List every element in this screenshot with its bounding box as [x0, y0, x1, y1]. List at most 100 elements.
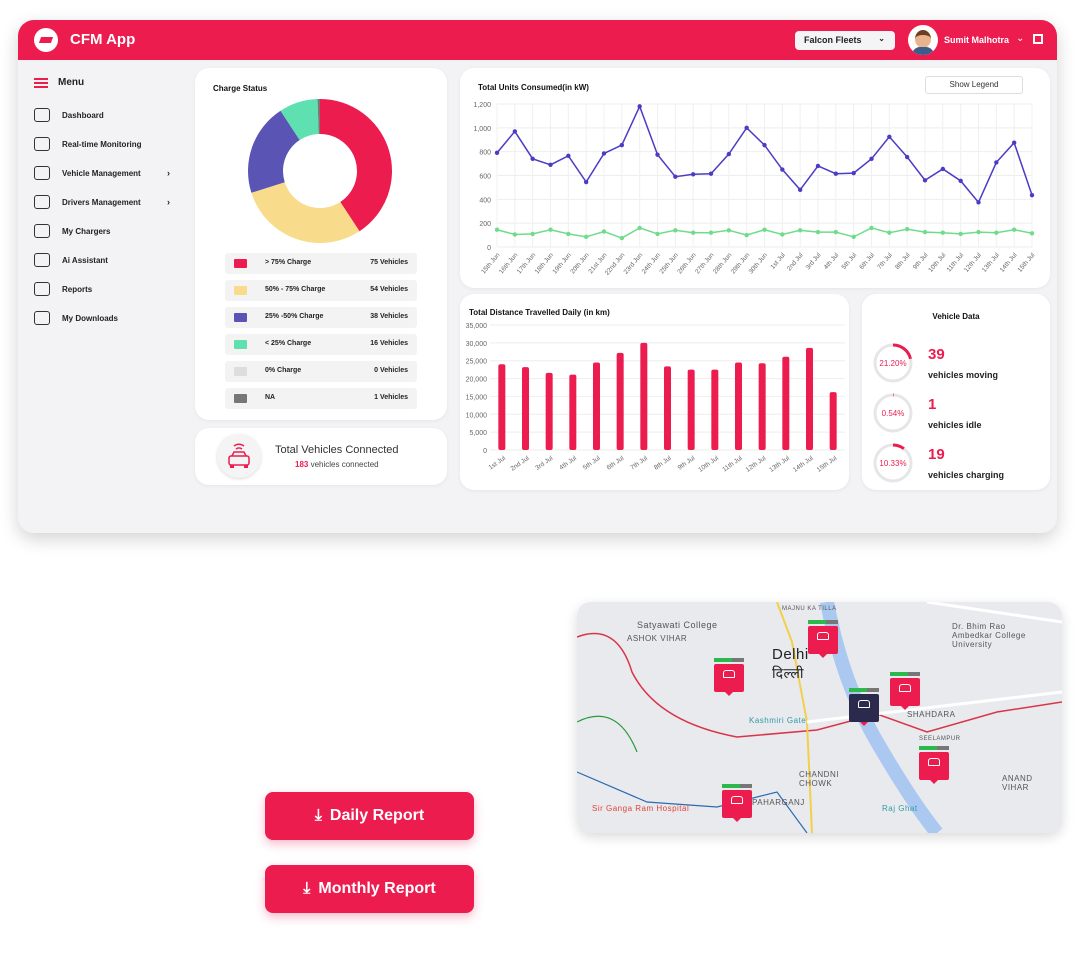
data-point[interactable] [869, 156, 874, 162]
sidebar-item[interactable]: Dashboard [34, 108, 170, 122]
data-point[interactable] [601, 151, 607, 156]
bar[interactable] [806, 347, 813, 450]
data-point[interactable] [637, 225, 642, 231]
data-point[interactable] [494, 150, 500, 156]
fullscreen-icon[interactable] [1033, 34, 1043, 44]
vehicle-marker[interactable] [808, 620, 838, 658]
bar[interactable] [545, 372, 553, 450]
vehicle-marker[interactable] [714, 658, 744, 696]
menu-toggle[interactable]: Menu [34, 77, 84, 88]
daily-report-button[interactable]: ⤓ Daily Report [265, 792, 474, 840]
data-point[interactable] [690, 172, 696, 177]
data-point[interactable] [744, 125, 749, 131]
data-point[interactable] [762, 142, 767, 148]
data-point[interactable] [958, 231, 963, 237]
data-point[interactable] [566, 153, 571, 159]
vehicle-marker[interactable] [919, 746, 949, 784]
data-point[interactable] [655, 152, 660, 157]
user-menu-chevron-icon[interactable]: ⌄ [1016, 33, 1025, 44]
data-point[interactable] [815, 163, 821, 169]
data-point[interactable] [673, 228, 678, 233]
data-point[interactable] [726, 228, 732, 233]
donut-slice[interactable] [320, 99, 392, 232]
data-point[interactable] [548, 162, 553, 167]
bar[interactable] [593, 362, 600, 451]
user-avatar[interactable] [908, 25, 938, 55]
donut-slice[interactable] [280, 99, 319, 141]
bar[interactable] [640, 342, 648, 450]
data-point[interactable] [851, 170, 856, 176]
sidebar-item[interactable]: Reports [34, 282, 170, 296]
data-point[interactable] [1029, 231, 1035, 236]
data-point[interactable] [744, 232, 749, 238]
bar[interactable] [711, 369, 719, 450]
data-point[interactable] [512, 232, 518, 237]
sidebar-item[interactable]: My Chargers [34, 224, 170, 238]
user-name[interactable]: Sumit Malhotra [944, 35, 1010, 45]
vehicle-marker[interactable] [849, 688, 879, 726]
data-point[interactable] [655, 231, 660, 237]
data-point[interactable] [601, 229, 607, 234]
show-legend-button[interactable]: Show Legend [925, 76, 1023, 94]
donut-slice[interactable] [248, 110, 300, 193]
data-point[interactable] [566, 231, 571, 237]
data-point[interactable] [851, 234, 856, 240]
data-point[interactable] [494, 227, 500, 232]
data-point[interactable] [530, 231, 535, 237]
bar[interactable] [664, 366, 671, 450]
data-point[interactable] [976, 229, 981, 235]
data-point[interactable] [762, 227, 767, 232]
vehicle-marker[interactable] [890, 672, 920, 710]
donut-slice[interactable] [251, 182, 360, 243]
sidebar-item[interactable]: Vehicle Management › [34, 166, 170, 180]
bar[interactable] [758, 363, 766, 450]
data-point[interactable] [548, 227, 553, 232]
data-point[interactable] [940, 230, 946, 235]
sidebar-item[interactable]: Drivers Management › [34, 195, 170, 209]
data-point[interactable] [833, 229, 839, 235]
data-point[interactable] [940, 166, 946, 172]
data-point[interactable] [708, 230, 714, 235]
data-point[interactable] [1029, 192, 1035, 198]
monthly-report-button[interactable]: ⤓ Monthly Report [265, 865, 474, 913]
data-point[interactable] [1011, 140, 1017, 145]
data-point[interactable] [994, 160, 999, 165]
data-point[interactable] [904, 154, 910, 160]
vehicle-marker[interactable] [722, 784, 752, 822]
data-point[interactable] [619, 235, 625, 241]
bar[interactable] [616, 352, 624, 450]
bar[interactable] [829, 392, 837, 450]
sidebar-item[interactable]: Real-time Monitoring [34, 137, 170, 151]
data-point[interactable] [619, 142, 625, 148]
data-point[interactable] [797, 228, 803, 233]
data-point[interactable] [1011, 227, 1017, 232]
donut-slice[interactable] [317, 99, 320, 135]
bar[interactable] [569, 374, 577, 450]
data-point[interactable] [726, 151, 732, 157]
data-point[interactable] [958, 178, 963, 184]
bar[interactable] [735, 362, 742, 451]
data-point[interactable] [583, 179, 589, 185]
data-point[interactable] [887, 134, 892, 139]
data-point[interactable] [815, 229, 821, 235]
data-point[interactable] [530, 156, 535, 162]
data-point[interactable] [637, 104, 642, 109]
fleet-select[interactable]: Falcon Fleets ⌄ [795, 31, 895, 50]
sidebar-item[interactable]: My Downloads [34, 311, 170, 325]
sidebar-item[interactable]: Ai Assistant [34, 253, 170, 267]
bar[interactable] [782, 356, 790, 450]
data-point[interactable] [583, 234, 589, 240]
data-point[interactable] [690, 230, 696, 235]
bar[interactable] [498, 364, 506, 450]
data-point[interactable] [976, 200, 981, 205]
bar[interactable] [522, 367, 529, 450]
data-point[interactable] [833, 171, 839, 176]
fleet-map[interactable]: Satyawati College ASHOK VIHAR Delhi दिल्… [577, 602, 1062, 833]
data-point[interactable] [887, 230, 892, 235]
data-point[interactable] [869, 225, 874, 231]
data-point[interactable] [780, 232, 785, 237]
bar[interactable] [687, 369, 695, 450]
data-point[interactable] [708, 171, 714, 176]
data-point[interactable] [512, 129, 518, 134]
data-point[interactable] [797, 187, 803, 192]
